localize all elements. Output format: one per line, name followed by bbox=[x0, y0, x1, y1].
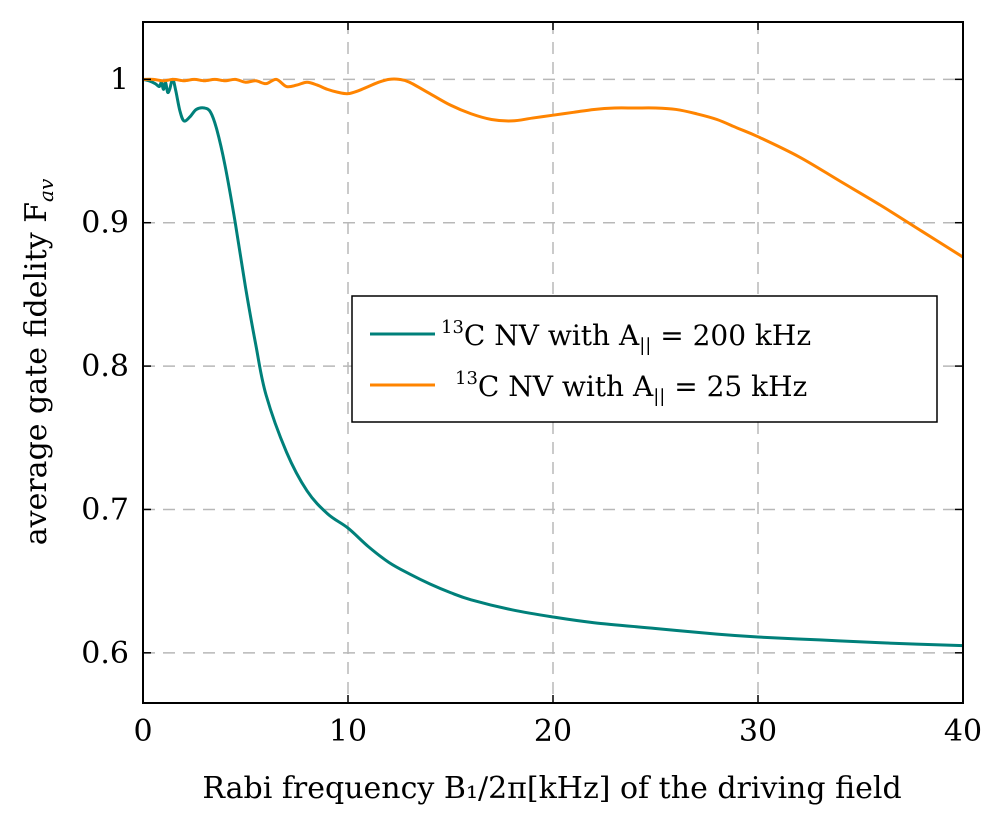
y-tick-label: 0.9 bbox=[81, 206, 129, 241]
y-tick-label: 0.8 bbox=[81, 349, 129, 384]
x-tick-label: 30 bbox=[739, 714, 777, 749]
axis-ticks: 0 10 20 30 40 0.6 0.7 0.8 0.9 1 bbox=[81, 22, 982, 749]
x-tick-label: 40 bbox=[944, 714, 982, 749]
series-lines bbox=[142, 77, 964, 648]
legend-box bbox=[351, 295, 938, 423]
y-axis-label: average gate fidelity Fav bbox=[19, 178, 58, 545]
legend-label-series-2: 13C NV with A|| = 25 kHz bbox=[455, 368, 807, 407]
x-tick-label: 0 bbox=[133, 714, 152, 749]
legend-label-series-1: 13C NV with A|| = 200 kHz bbox=[441, 317, 811, 356]
x-tick-label: 20 bbox=[534, 714, 572, 749]
legend: 13C NV with A|| = 200 kHz 13C NV with A|… bbox=[351, 295, 938, 423]
y-axis-label-main: average gate fidelity F bbox=[19, 202, 54, 545]
y-tick-label: 0.7 bbox=[81, 492, 129, 527]
y-tick-label: 0.6 bbox=[81, 636, 129, 671]
x-tick-label: 10 bbox=[329, 714, 367, 749]
series-line-1 bbox=[142, 77, 964, 648]
y-axis-label-subscript: av bbox=[34, 178, 58, 202]
x-axis-label: Rabi frequency B₁/2π[kHz] of the driving… bbox=[202, 771, 901, 806]
y-tick-label: 1 bbox=[110, 62, 129, 97]
series-line-2 bbox=[142, 77, 964, 259]
